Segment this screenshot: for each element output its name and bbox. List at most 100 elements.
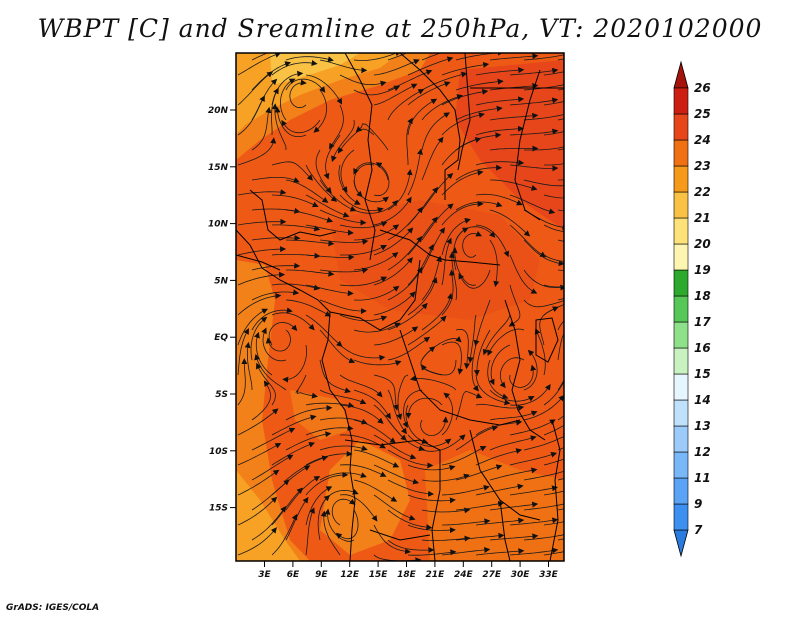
colorbar-label: 15: [694, 367, 711, 381]
streamline: [406, 117, 413, 165]
streamline: [455, 390, 483, 421]
streamline: [489, 209, 531, 237]
lon-tick-label: 3E: [258, 570, 271, 580]
streamline: [523, 179, 564, 187]
colorbar-label: 20: [694, 237, 711, 251]
streamline: [373, 524, 411, 555]
streamline: [509, 194, 556, 215]
streamline: [475, 548, 525, 556]
lat-tick-label: 5N: [214, 276, 228, 286]
streamline: [237, 328, 249, 376]
streamline: [475, 403, 525, 411]
streamline: [557, 209, 564, 212]
streamline: [331, 119, 355, 163]
streamline: [319, 417, 368, 425]
streamline: [271, 224, 321, 232]
colorbar: 7 9 11 12 13 14 15 16 17 18 19 20 21 22 23 24 25 26: [673, 60, 711, 558]
streamline: [250, 316, 268, 361]
streamline: [295, 374, 318, 399]
streamline: [353, 252, 399, 271]
streamline: [508, 284, 521, 327]
streamline: [237, 218, 287, 226]
streamline: [387, 509, 433, 531]
streamline: [441, 484, 490, 496]
streamline: [441, 445, 487, 466]
colorbar-label: 23: [694, 159, 711, 173]
streamline: [489, 435, 537, 451]
streamline: [420, 346, 443, 376]
streamline: [455, 53, 504, 61]
streamline: [441, 547, 491, 556]
streamline: [285, 179, 329, 203]
streamline: [455, 105, 503, 121]
streamline: [251, 479, 290, 511]
streamline: [353, 199, 399, 214]
streamline: [487, 359, 509, 400]
streamline: [373, 494, 416, 521]
streamline: [557, 508, 564, 511]
streamline: [557, 239, 564, 242]
streamline: [353, 479, 398, 502]
streamline: [455, 78, 504, 91]
streamline: [489, 467, 538, 481]
lon-tick-label: 18E: [397, 570, 417, 580]
streamline: [421, 94, 463, 121]
streamline: [543, 101, 564, 106]
colorbar-box: [673, 373, 689, 401]
streamline: [251, 289, 300, 301]
streamline: [237, 469, 280, 496]
streamline: [353, 162, 389, 181]
page-title: WBPT [C] and Sreamline at 250hPa, VT: 20…: [37, 14, 763, 43]
streamline: [557, 118, 564, 121]
streamline: [339, 276, 388, 287]
streamline: [237, 189, 287, 196]
lon-tick-label: 21E: [426, 570, 446, 580]
wbpt-shading: [236, 53, 564, 561]
streamline: [285, 431, 332, 451]
colorbar-box: [673, 477, 689, 505]
streamline: [353, 449, 400, 468]
streamline: [453, 227, 469, 271]
streamline: [355, 123, 389, 151]
streamline: [237, 53, 282, 76]
streamline: [323, 134, 341, 180]
streamline: [315, 149, 332, 194]
streamline: [353, 85, 401, 96]
colorbar-min-arrow: [673, 529, 689, 558]
streamline: [373, 83, 418, 106]
colorbar-box: [673, 451, 689, 479]
streamline: [557, 538, 564, 541]
streamline: [339, 464, 387, 477]
streamline: [543, 490, 564, 496]
streamline: [313, 89, 328, 133]
streamline: [373, 257, 413, 286]
streamline: [305, 425, 354, 436]
streamline: [387, 89, 425, 121]
streamline: [339, 344, 386, 361]
colorbar-label: 24: [694, 133, 711, 147]
streamline: [373, 434, 417, 460]
streamline: [271, 487, 303, 526]
streamline: [353, 419, 397, 444]
colorbar-box: [673, 295, 689, 323]
streamline: [557, 88, 564, 91]
streamline: [373, 162, 390, 197]
streamline: [441, 237, 452, 286]
streamline: [373, 464, 420, 485]
streamline: [286, 269, 335, 277]
streamline: [489, 410, 538, 421]
streamline: [557, 298, 564, 301]
streamline: [489, 389, 535, 402]
streamline: [305, 314, 343, 347]
streamline: [402, 389, 423, 429]
streamline: [421, 535, 471, 542]
streamline: [279, 78, 296, 121]
streamline: [319, 267, 369, 274]
streamline: [251, 380, 272, 421]
streamline: [455, 464, 503, 481]
streamline: [475, 67, 525, 76]
streamline: [409, 375, 457, 391]
colorbar-box: [673, 347, 689, 375]
streamline: [285, 404, 333, 421]
